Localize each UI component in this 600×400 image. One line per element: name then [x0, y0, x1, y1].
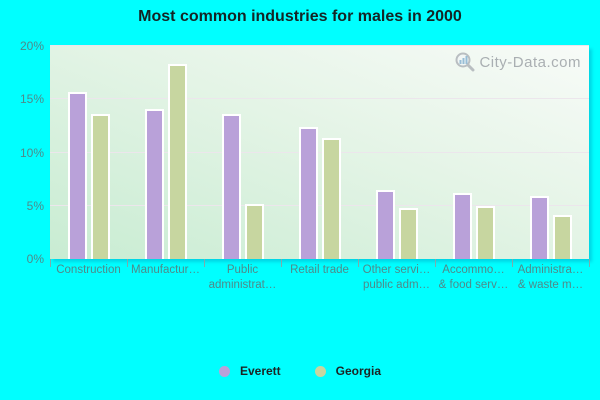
bar-everett [67, 91, 87, 259]
x-axis-tick [589, 259, 590, 267]
bar-georgia [398, 208, 418, 259]
x-axis-tick [512, 259, 513, 267]
bar-georgia [244, 203, 264, 259]
bar-georgia [90, 114, 110, 259]
bar-georgia [321, 137, 341, 259]
bar-group [512, 196, 589, 259]
y-tick-label: 5% [26, 198, 44, 213]
bar-everett [529, 196, 549, 259]
legend-label: Georgia [335, 364, 382, 378]
legend-label: Everett [239, 364, 281, 378]
y-tick-label: 20% [19, 39, 44, 53]
x-axis-tick [127, 259, 128, 267]
bar-georgia [167, 64, 187, 259]
gridline [50, 45, 589, 46]
x-axis-tick [204, 259, 205, 267]
x-axis-tick [358, 259, 359, 267]
bar-group [50, 91, 127, 259]
bar-everett [221, 114, 241, 259]
bar-group [358, 189, 435, 259]
legend-item-everett: Everett [218, 364, 281, 378]
x-category-label: Accommo… & food serv… [438, 264, 509, 291]
plot-area: City-Data.com [50, 45, 589, 259]
x-axis-tick [281, 259, 282, 267]
bar-group [127, 64, 204, 259]
x-category-label: Manufactur… [130, 264, 201, 276]
chart-title: Most common industries for males in 2000 [138, 8, 462, 25]
y-tick-label: 15% [19, 92, 44, 107]
gridline [50, 151, 589, 153]
bar-everett [375, 189, 395, 259]
bar-georgia [552, 215, 572, 259]
x-category-label: Retail trade [290, 264, 349, 276]
x-category-label: Public administrat… [208, 264, 277, 291]
y-tick-label: 0% [26, 252, 44, 266]
y-tick-label: 10% [19, 145, 44, 160]
legend-swatch [314, 365, 326, 377]
gridline [50, 204, 589, 206]
bar-everett [144, 108, 164, 259]
bar-everett [298, 127, 318, 259]
watermark: City-Data.com [454, 51, 581, 73]
bar-group [281, 127, 358, 259]
bar-group [204, 114, 281, 259]
legend-item-georgia: Georgia [314, 364, 382, 378]
magnifier-icon [454, 51, 476, 73]
bar-everett [452, 193, 472, 259]
legend: Everett Georgia [0, 364, 600, 378]
legend-swatch [218, 365, 230, 377]
bar-group [435, 193, 512, 259]
x-axis-tick [50, 259, 51, 267]
x-axis-tick [435, 259, 436, 267]
x-category-label: Construction [56, 264, 121, 276]
bar-georgia [475, 205, 495, 259]
gridline [50, 98, 589, 100]
x-category-label: Administra… & waste m… [517, 264, 584, 291]
watermark-text: City-Data.com [479, 53, 581, 71]
x-category-label: Other servi… public adm… [362, 264, 431, 291]
